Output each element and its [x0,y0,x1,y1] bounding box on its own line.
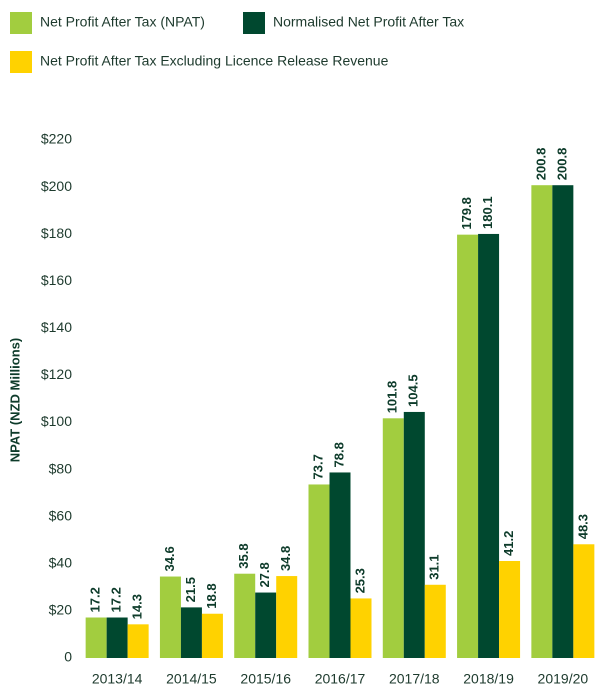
y-tick-label: $120 [41,366,72,382]
y-tick-label: $220 [41,131,72,147]
value-label: 180.1 [480,196,495,229]
y-tick-label: $80 [49,460,73,476]
bar [201,613,223,658]
bar [127,624,149,658]
bar [180,607,202,658]
bar [159,576,181,658]
value-label: 27.8 [257,562,272,587]
value-label: 41.2 [501,531,516,556]
legend-label: Net Profit After Tax Excluding Licence R… [40,53,389,69]
bar [329,472,351,658]
value-label: 25.3 [352,568,367,593]
bar [382,418,404,658]
bar [106,617,128,658]
value-label: 200.8 [533,148,548,181]
y-tick-label: $40 [49,555,73,571]
x-tick-label: 2014/15 [166,671,217,687]
bar [531,185,553,658]
bar [234,573,256,658]
x-tick-label: 2016/17 [315,671,366,687]
x-tick-label: 2017/18 [389,671,440,687]
bar [308,484,330,658]
y-tick-label: 0 [64,649,72,665]
bar [255,592,277,658]
value-label: 78.8 [331,442,346,467]
x-tick-label: 2015/16 [240,671,291,687]
value-label: 14.3 [130,594,145,619]
value-label: 31.1 [427,554,442,579]
bar [276,576,298,658]
legend-swatch [10,51,32,73]
y-tick-label: $200 [41,178,72,194]
bar [499,560,521,658]
value-label: 200.8 [554,148,569,181]
bar [573,544,595,658]
legend-swatch [243,12,265,34]
y-tick-label: $160 [41,272,72,288]
value-label: 101.8 [385,381,400,414]
bar [478,233,500,659]
x-tick-label: 2019/20 [538,671,589,687]
value-label: 34.8 [278,546,293,571]
value-label: 17.2 [109,587,124,612]
y-tick-label: $180 [41,225,72,241]
value-label: 18.8 [204,583,219,608]
y-axis-label: NPAT (NZD Millions) [7,338,22,462]
x-tick-label: 2018/19 [463,671,514,687]
value-label: 179.8 [459,197,474,230]
legend-label: Normalised Net Profit After Tax [273,14,464,30]
value-label: 104.5 [406,374,421,407]
y-tick-label: $60 [49,507,73,523]
y-tick-label: $140 [41,319,72,335]
y-tick-label: $100 [41,413,72,429]
legend-swatch [10,12,32,34]
value-label: 73.7 [310,454,325,479]
bar [552,185,574,658]
value-label: 35.8 [236,543,251,568]
value-label: 17.2 [88,587,103,612]
bar [403,411,425,658]
bar [350,598,372,658]
legend-label: Net Profit After Tax (NPAT) [40,14,205,30]
value-label: 48.3 [575,514,590,539]
bar [457,234,479,659]
value-label: 34.6 [162,546,177,571]
x-tick-label: 2013/14 [92,671,143,687]
bar [424,584,446,658]
value-label: 21.5 [183,577,198,602]
y-tick-label: $20 [49,602,73,618]
bar [85,617,107,658]
